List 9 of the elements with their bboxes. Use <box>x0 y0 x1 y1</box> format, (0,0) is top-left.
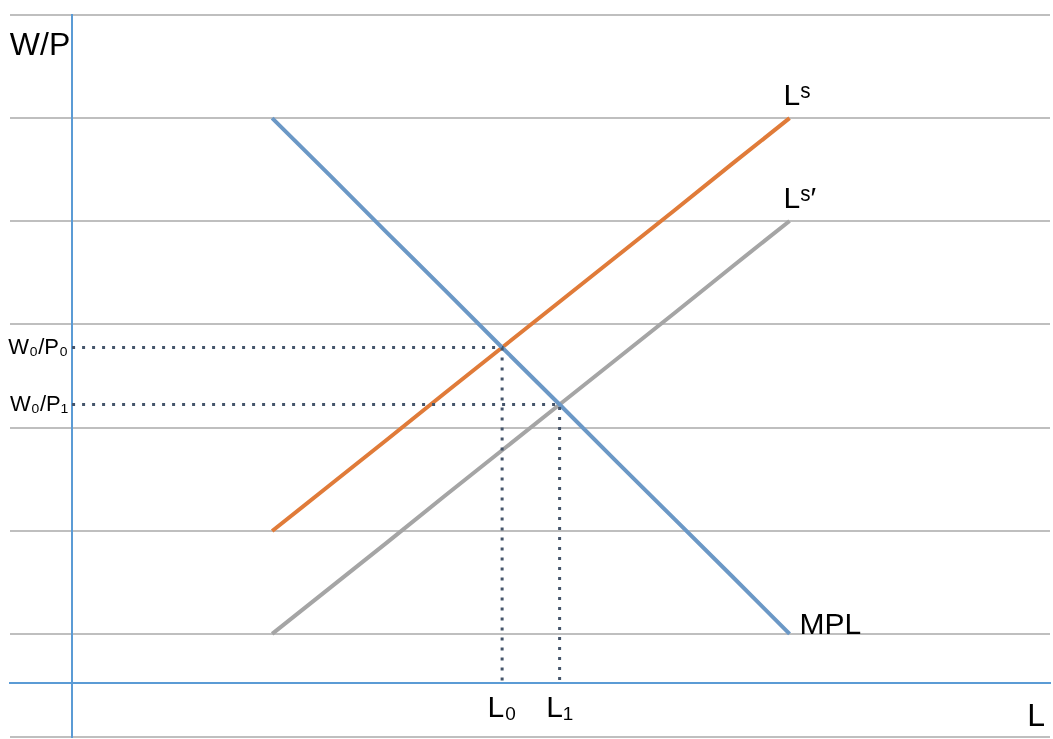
series-label: Lˢ <box>783 78 811 112</box>
text: L <box>1027 696 1045 733</box>
series-label: Lˢ′ <box>783 181 817 215</box>
ref-line-label: W₀/P₁ <box>9 390 69 416</box>
ref-line-label: W₀/P₀ <box>8 333 69 359</box>
x-tick-label: L₀ <box>487 690 517 724</box>
text: W/P <box>9 25 71 62</box>
x-tick-label: L₁ <box>546 690 574 724</box>
series-label: MPL <box>799 607 862 641</box>
